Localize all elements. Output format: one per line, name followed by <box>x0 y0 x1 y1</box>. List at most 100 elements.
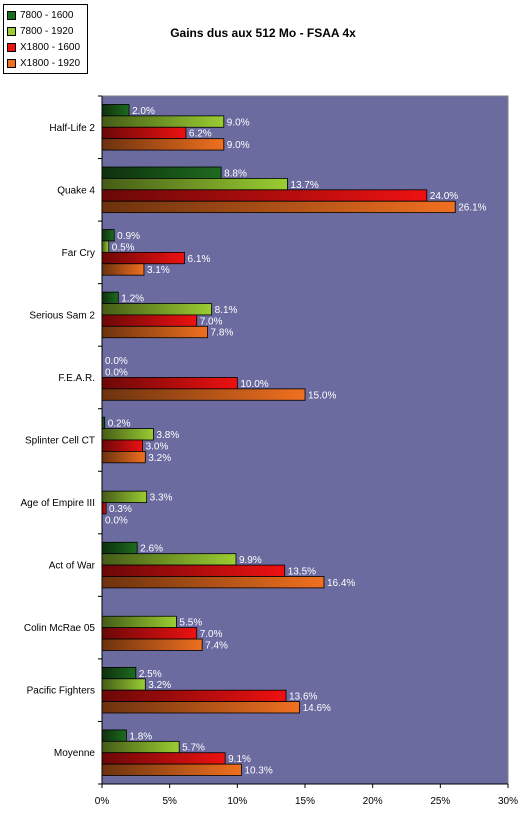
x-tick-label: 10% <box>227 796 247 807</box>
bar <box>101 126 187 140</box>
category-label: Serious Sam 2 <box>29 310 95 321</box>
bar <box>101 502 107 515</box>
legend-swatch <box>7 58 16 68</box>
bar <box>101 263 145 276</box>
legend-swatch <box>7 10 16 20</box>
data-label: 7.4% <box>205 640 228 651</box>
bar <box>101 240 110 253</box>
bar <box>101 450 146 464</box>
bar <box>101 104 130 117</box>
data-label: 2.5% <box>139 669 162 680</box>
data-label: 13.7% <box>290 180 318 191</box>
bar <box>101 291 119 304</box>
data-label: 0.2% <box>108 419 131 430</box>
data-label: 5.7% <box>182 743 205 754</box>
data-label: 6.1% <box>188 254 211 265</box>
bar <box>101 416 106 430</box>
x-tick-label: 30% <box>498 796 518 807</box>
category-label: Quake 4 <box>57 185 95 196</box>
bar <box>101 178 288 191</box>
data-label: 7.0% <box>200 629 223 640</box>
category-label: F.E.A.R. <box>58 373 95 384</box>
data-label: 13.5% <box>288 566 316 577</box>
bar <box>101 200 456 214</box>
legend: 7800 - 1600 7800 - 1920 X1800 - 1600 X18… <box>3 4 88 74</box>
data-label: 14.6% <box>303 703 331 714</box>
legend-swatch <box>7 26 16 36</box>
category-label: Act of War <box>49 561 96 572</box>
chart-title: Gains dus aux 512 Mo - FSAA 4x <box>170 26 356 40</box>
bar <box>101 251 185 265</box>
category-label: Moyenne <box>54 748 96 759</box>
data-label: 0.0% <box>105 356 128 367</box>
bar <box>101 666 137 680</box>
bar <box>101 576 325 589</box>
legend-item: X1800 - 1600 <box>7 39 84 55</box>
legend-item: 7800 - 1920 <box>7 23 84 39</box>
bar <box>101 428 154 441</box>
data-label: 3.8% <box>156 430 179 441</box>
x-tick-label: 5% <box>162 796 177 807</box>
data-label: 0.5% <box>112 242 135 253</box>
bar <box>101 689 287 702</box>
legend-label: 7800 - 1600 <box>20 9 74 21</box>
data-label: 10.3% <box>244 766 272 777</box>
category-label: Pacific Fighters <box>27 686 95 697</box>
bar <box>101 490 148 503</box>
legend-swatch <box>7 42 16 52</box>
data-label: 9.0% <box>227 117 250 128</box>
bar <box>101 763 242 776</box>
bar <box>101 638 203 651</box>
bar <box>101 388 306 401</box>
bar <box>101 541 138 555</box>
data-label: 3.3% <box>150 493 173 504</box>
legend-label: X1800 - 1600 <box>20 41 81 53</box>
data-label: 2.6% <box>140 544 163 555</box>
bar <box>101 314 198 327</box>
data-label: 8.8% <box>224 168 247 179</box>
data-label: 8.1% <box>215 305 238 316</box>
bar <box>101 189 428 202</box>
category-label: Colin McRae 05 <box>24 623 96 634</box>
bar <box>101 439 143 452</box>
data-label: 3.2% <box>148 453 171 464</box>
legend-label: 7800 - 1920 <box>20 25 74 37</box>
data-label: 7.0% <box>200 316 223 327</box>
bar <box>101 752 226 765</box>
data-label: 24.0% <box>430 191 458 202</box>
data-label: 0.0% <box>105 367 128 378</box>
data-label: 0.0% <box>105 515 128 526</box>
x-tick-label: 15% <box>295 796 315 807</box>
bar <box>101 229 115 242</box>
data-label: 3.2% <box>148 680 171 691</box>
data-label: 1.8% <box>129 731 152 742</box>
data-label: 5.5% <box>179 618 202 629</box>
bar <box>101 678 146 691</box>
legend-label: X1800 - 1920 <box>20 57 81 69</box>
legend-item: X1800 - 1920 <box>7 55 84 71</box>
data-label: 10.0% <box>240 379 268 390</box>
data-label: 0.3% <box>109 504 132 515</box>
x-tick-label: 20% <box>363 796 383 807</box>
data-label: 0.9% <box>117 231 140 242</box>
category-label: Half-Life 2 <box>49 123 95 134</box>
bar <box>101 553 237 566</box>
bar <box>101 303 213 316</box>
data-label: 2.0% <box>132 106 155 117</box>
data-label: 6.2% <box>189 129 212 140</box>
bar <box>101 115 225 128</box>
bar <box>101 615 177 629</box>
category-label: Far Cry <box>62 248 95 259</box>
data-label: 26.1% <box>458 203 486 214</box>
x-tick-label: 25% <box>430 796 450 807</box>
category-label: Age of Empire III <box>21 498 95 509</box>
data-label: 9.9% <box>239 555 262 566</box>
data-label: 9.0% <box>227 140 250 151</box>
data-label: 3.0% <box>146 441 169 452</box>
bar <box>101 166 222 179</box>
x-tick-label: 0% <box>95 796 110 807</box>
bar <box>101 740 180 754</box>
bar <box>101 627 198 640</box>
